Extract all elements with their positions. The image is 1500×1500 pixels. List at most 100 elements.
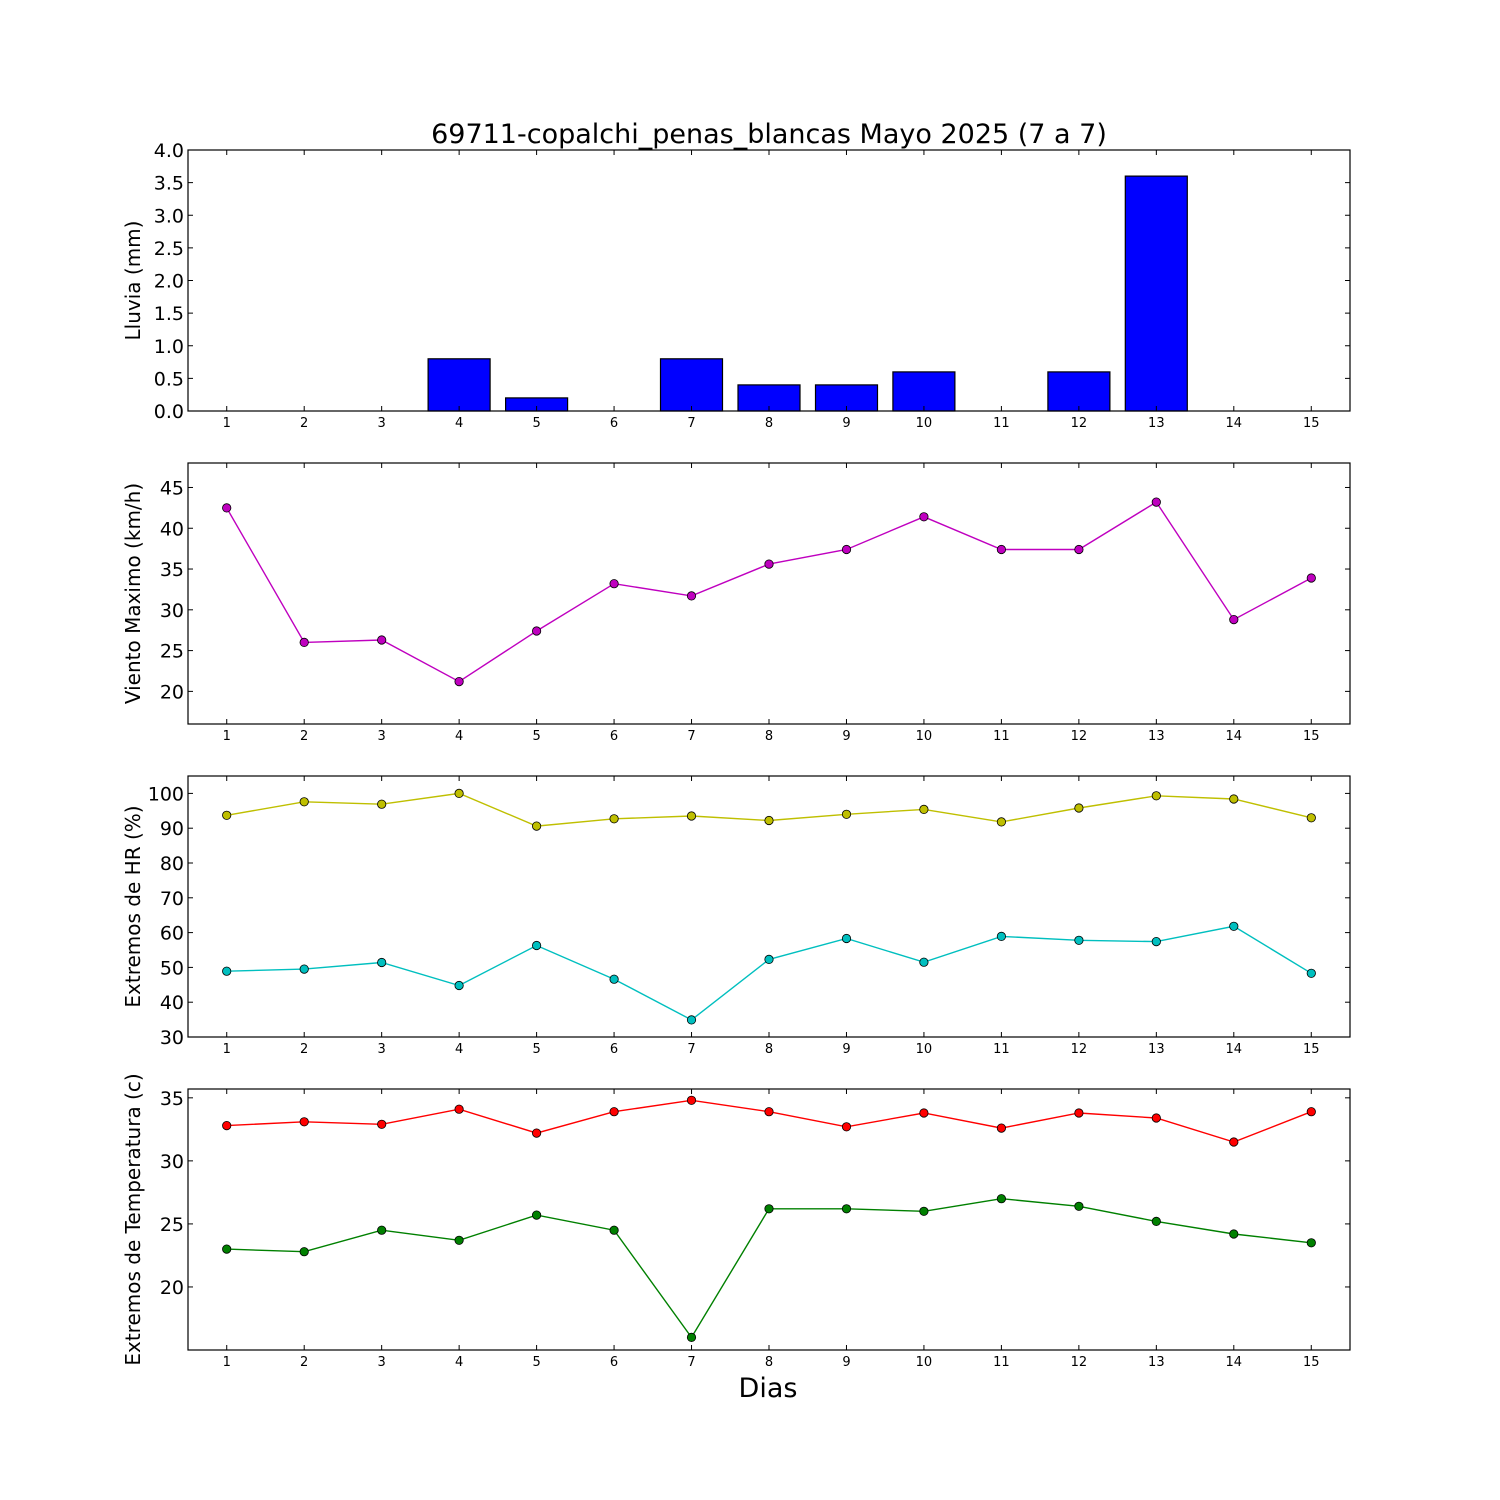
temp-min-point (531, 1210, 542, 1220)
x-tick-label: 11 (993, 1355, 1010, 1370)
y-tick-label: 3.5 (154, 173, 184, 195)
temp-max-point (764, 1107, 774, 1117)
x-tick-label: 4 (455, 1355, 463, 1370)
temp-max-point (1306, 1107, 1316, 1117)
hr-min-point (222, 966, 232, 976)
x-tick-label: 2 (300, 1042, 308, 1057)
hr-max-point (1229, 794, 1239, 804)
x-tick-label: 11 (993, 729, 1010, 744)
x-tick-label: 1 (223, 416, 231, 431)
x-tick-label: 12 (1071, 729, 1088, 744)
temp-max-point (1151, 1113, 1161, 1123)
x-tick-label: 15 (1303, 729, 1320, 744)
x-tick-label: 9 (842, 416, 850, 431)
viento-line (226, 501, 1312, 683)
y-axis-label: Extremos de Temperatura (c) (121, 1073, 145, 1365)
hr-min-point (1229, 921, 1239, 931)
hr-max-point (1306, 813, 1316, 823)
hr-min-point (531, 940, 542, 951)
y-tick-label: 70 (160, 888, 184, 910)
temp-min-point (454, 1235, 464, 1245)
temp-min-point (1229, 1229, 1239, 1239)
x-tick-label: 4 (455, 1042, 463, 1057)
x-tick-label: 11 (993, 416, 1010, 431)
y-tick-label: 2.0 (154, 271, 184, 293)
hr-min-point (377, 957, 387, 968)
x-tick-label: 6 (610, 729, 618, 744)
hr-max-point (1151, 791, 1161, 801)
temp-max-point (686, 1095, 697, 1105)
x-tick-label: 9 (842, 1042, 850, 1057)
temp-min-point (996, 1194, 1007, 1204)
temp-max-point (1074, 1108, 1084, 1118)
viento-point (919, 512, 929, 522)
x-tick-label: 10 (916, 416, 933, 431)
y-tick-label: 0.0 (154, 401, 184, 423)
hr-min-point (1151, 936, 1161, 947)
x-tick-label: 13 (1148, 729, 1165, 744)
y-tick-label: 20 (160, 1277, 184, 1299)
panel-2: 1 2 3 4 5 6 7 8 9 10 11 12 13 14 15202530354045Viento … (121, 462, 1351, 744)
hr-max-point (919, 804, 929, 815)
temp-max-point (299, 1117, 309, 1127)
y-tick-label: 25 (160, 1214, 184, 1236)
hr-max-point (222, 810, 232, 820)
x-tick-label: 14 (1226, 1355, 1243, 1370)
y-tick-label: 20 (160, 681, 184, 703)
x-tick-label: 9 (842, 1355, 850, 1370)
temp-max-point (996, 1123, 1007, 1133)
x-tick-label: 3 (378, 1355, 386, 1370)
x-tick-label: 7 (687, 416, 695, 431)
x-tick-label: 6 (610, 1355, 618, 1370)
y-tick-label: 30 (160, 1027, 184, 1049)
x-tick-label: 2 (300, 729, 308, 744)
hr-max-point (299, 797, 309, 807)
y-tick-label: 30 (160, 600, 184, 622)
x-tick-label: 3 (378, 729, 386, 744)
temp-max-point (531, 1128, 542, 1138)
temp-min-point (609, 1225, 619, 1235)
x-tick-label: 4 (455, 729, 463, 744)
x-tick-label: 9 (842, 729, 850, 744)
viento-point (454, 676, 464, 687)
temp-max-point (222, 1121, 232, 1131)
hr-min-point (1306, 968, 1316, 978)
temp-min-point (919, 1206, 929, 1216)
viento-point (686, 591, 697, 601)
y-tick-label: 2.5 (154, 238, 184, 260)
viento-point (996, 544, 1007, 555)
y-axis-label: Viento Maximo (km/h) (121, 483, 145, 704)
x-tick-label: 15 (1303, 416, 1320, 431)
y-tick-label: 40 (160, 518, 184, 540)
x-tick-label: 8 (765, 729, 773, 744)
viento-point (299, 637, 309, 648)
x-axis-label: Dias (739, 1373, 798, 1404)
hr-max-point (609, 814, 619, 824)
viento-point (1306, 573, 1316, 583)
hr-min-point (454, 980, 464, 991)
y-tick-label: 80 (160, 853, 184, 875)
x-tick-label: 6 (610, 1042, 618, 1057)
viento-point (764, 559, 774, 569)
hr-min-point (686, 1015, 697, 1025)
hr-max-point (377, 799, 387, 809)
x-tick-label: 10 (916, 1355, 933, 1370)
y-tick-label: 1.5 (154, 303, 184, 325)
bar (1124, 175, 1188, 412)
bar (659, 358, 724, 412)
hr-min-point (841, 933, 852, 944)
x-tick-label: 5 (532, 729, 540, 744)
x-tick-label: 10 (916, 729, 933, 744)
hr-min-point (764, 954, 774, 965)
y-tick-label: 40 (160, 992, 184, 1014)
y-tick-label: 90 (160, 818, 184, 840)
temp-max-point (1229, 1137, 1239, 1147)
hr-min-point (1074, 935, 1084, 945)
y-tick-label: 4.0 (154, 140, 184, 162)
temp-max-line (226, 1099, 1312, 1143)
hr-min-point (609, 974, 619, 984)
bar (892, 371, 956, 412)
viento-point (531, 626, 542, 636)
x-tick-label: 4 (455, 416, 463, 431)
